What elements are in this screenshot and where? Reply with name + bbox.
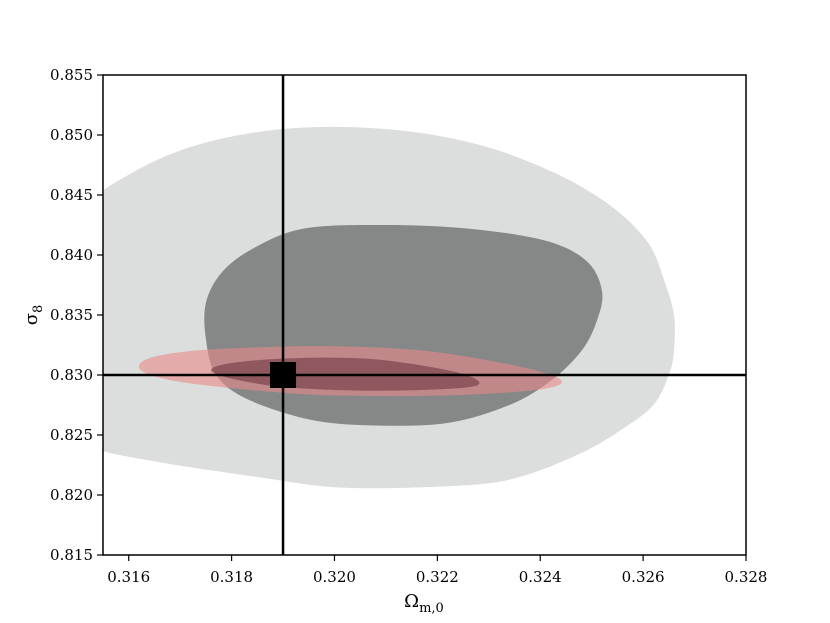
y-tick-label: 0.825 xyxy=(50,426,93,444)
x-axis-label-subscript: m,0 xyxy=(419,601,444,616)
reference-crosshair xyxy=(103,75,746,555)
x-axis-label: Ωm,0 xyxy=(404,591,444,616)
y-tick-label: 0.855 xyxy=(50,66,93,84)
y-tick-label: 0.850 xyxy=(50,126,93,144)
y-tick-label: 0.845 xyxy=(50,186,93,204)
x-tick-label: 0.326 xyxy=(622,568,665,586)
x-tick-label: 0.328 xyxy=(725,568,768,586)
reference-marker-square xyxy=(270,362,297,388)
y-tick-label: 0.815 xyxy=(50,546,93,564)
contour-regions xyxy=(103,126,675,489)
x-tick-label: 0.316 xyxy=(107,568,150,586)
x-axis-ticks: 0.316 0.318 0.320 0.322 0.324 0.326 0.328 xyxy=(107,555,767,586)
x-tick-label: 0.320 xyxy=(313,568,356,586)
y-axis-label-subscript: 8 xyxy=(31,305,46,313)
x-axis-label-main: Ω xyxy=(404,591,419,612)
y-axis-label-main: σ xyxy=(21,313,42,325)
y-tick-label: 0.835 xyxy=(50,306,93,324)
x-tick-label: 0.324 xyxy=(519,568,562,586)
y-tick-label: 0.840 xyxy=(50,246,93,264)
y-tick-label: 0.830 xyxy=(50,366,93,384)
y-tick-label: 0.820 xyxy=(50,486,93,504)
x-tick-label: 0.318 xyxy=(210,568,253,586)
y-axis-ticks: 0.815 0.820 0.825 0.830 0.835 0.840 0.845 0.850… xyxy=(50,66,103,564)
x-tick-label: 0.322 xyxy=(416,568,459,586)
y-axis-label: σ8 xyxy=(21,305,46,326)
